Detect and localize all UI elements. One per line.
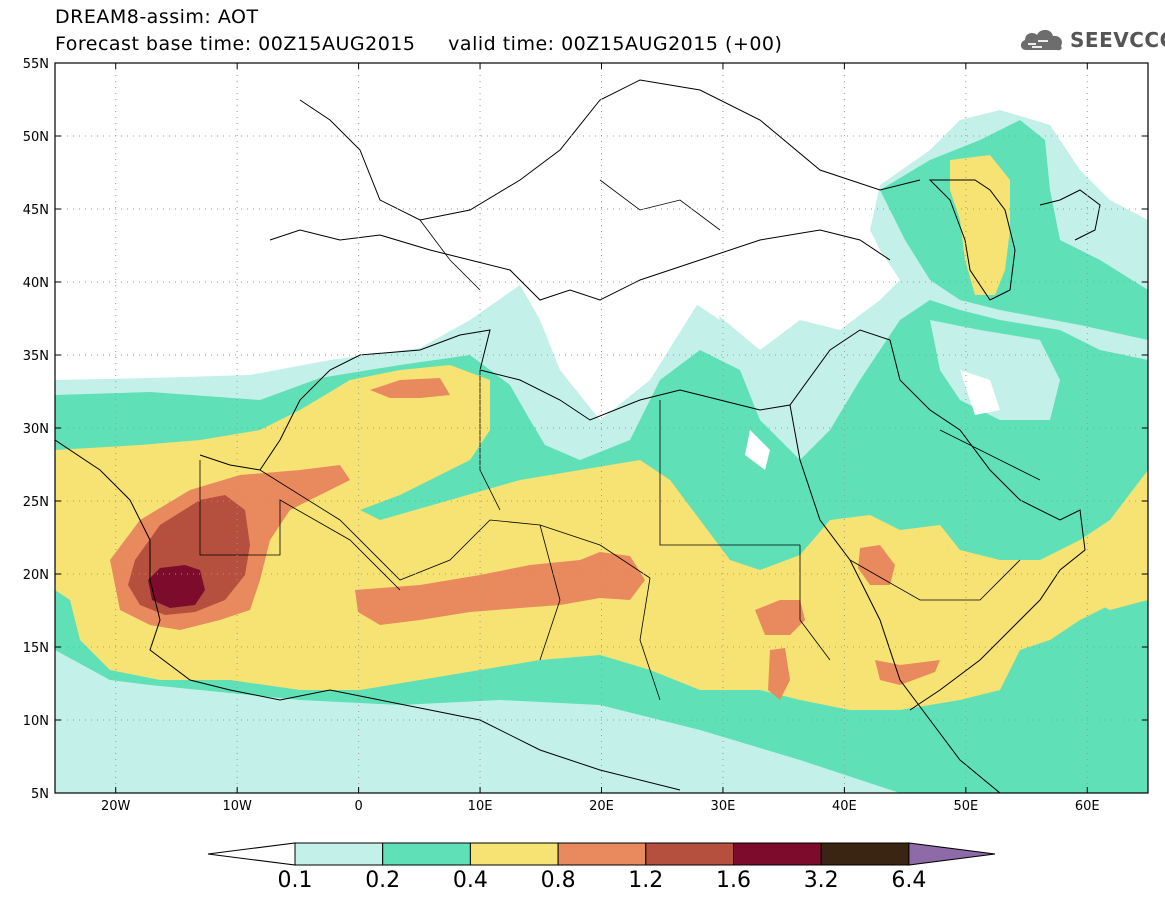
colorbar-level-label: 1.6 [716, 868, 751, 893]
grid-lines [55, 63, 1148, 793]
chart-title: DREAM8-assim: AOT [55, 6, 259, 28]
colorbar-swatch [820, 842, 910, 866]
colorbar-level-label: 0.8 [540, 868, 576, 893]
country-borders [199, 179, 1041, 701]
colorbar-swatch [469, 842, 559, 866]
lat-tick-label: 10N [23, 714, 49, 729]
seevccc-logo: SEEVCCC [1018, 24, 1165, 56]
cloud-icon [1020, 29, 1063, 51]
forecast-time-line: Forecast base time: 00Z15AUG2015 valid t… [55, 33, 783, 55]
lat-tick-label: 55N [23, 57, 49, 72]
colorbar-swatch [382, 842, 471, 866]
lon-tick-label: 60E [1075, 799, 1100, 814]
aot-field-clear-zones [540, 250, 1060, 470]
lon-tick-label: 30E [711, 799, 736, 814]
colorbar-swatch [733, 842, 822, 866]
lat-tick-label: 30N [23, 422, 49, 437]
lon-tick-label: 10E [468, 799, 493, 814]
lat-tick-label: 5N [31, 787, 49, 802]
colorbar [207, 842, 996, 866]
aot-fields [55, 110, 1148, 793]
colorbar-arrow-high [908, 842, 996, 866]
logo-text: SEEVCCC [1070, 28, 1165, 52]
colorbar-swatch [557, 842, 647, 866]
lat-tick-label: 35N [23, 349, 49, 364]
lat-tick-label: 15N [23, 641, 49, 656]
colorbar-swatch [294, 842, 384, 866]
colorbar-swatch [645, 842, 734, 866]
colorbar-level-label: 3.2 [803, 868, 839, 893]
lon-tick-label: 20W [101, 799, 131, 814]
aot-field-1.6-3.2 [148, 565, 205, 608]
coastlines [55, 79, 1101, 793]
colorbar-level-label: 1.2 [628, 868, 664, 893]
lat-tick-label: 45N [23, 203, 49, 218]
lon-tick-label: 40E [832, 799, 857, 814]
colorbar-level-label: 0.4 [452, 868, 488, 893]
lat-tick-label: 25N [23, 495, 49, 510]
colorbar-level-label: 6.4 [891, 868, 927, 893]
lon-tick-label: 20E [589, 799, 614, 814]
lat-tick-label: 50N [23, 130, 49, 145]
axes: 5N 10N 15N 20N 25N 30N 35N 40N 45N 50N 55N 20W 10W 0 1… [23, 57, 1148, 814]
colorbar-arrow-low [207, 842, 296, 866]
colorbar-level-label: 0.2 [365, 868, 401, 893]
lon-tick-label: 0 [354, 799, 362, 814]
lat-tick-label: 20N [23, 568, 49, 583]
lat-tick-label: 40N [23, 276, 49, 291]
lon-tick-label: 10W [222, 799, 252, 814]
colorbar-level-label: 0.1 [277, 868, 313, 893]
lon-tick-label: 50E [953, 799, 978, 814]
